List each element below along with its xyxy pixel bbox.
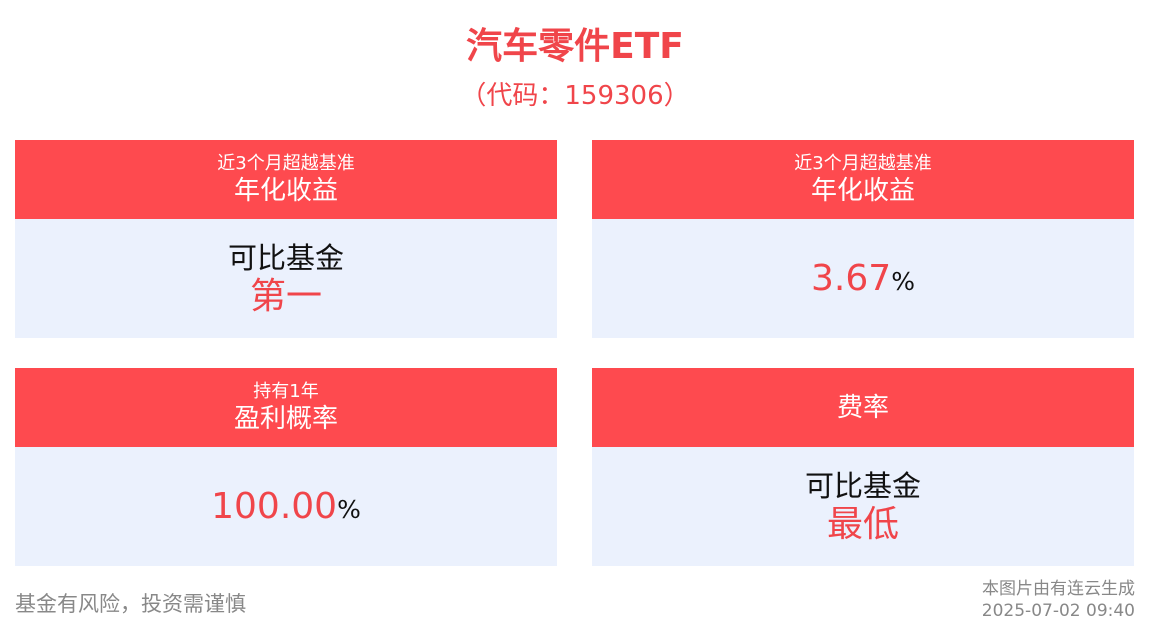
body-unit: %: [337, 494, 361, 524]
card: 近3个月超越基准 年化收益 可比基金 第一: [15, 140, 557, 338]
body-value: 100.00: [211, 485, 338, 527]
card: 持有1年 盈利概率 100.00%: [15, 368, 557, 566]
card-body: 100.00%: [15, 447, 557, 566]
card-body: 可比基金 最低: [592, 447, 1134, 566]
header-line: 近3个月超越基准: [217, 152, 355, 174]
header-line: 费率: [836, 392, 889, 423]
body-unit: %: [891, 266, 915, 296]
card-header: 近3个月超越基准 年化收益: [15, 140, 557, 219]
body-value: 3.67: [811, 257, 892, 299]
value-row: 3.67%: [811, 258, 915, 300]
card-header: 近3个月超越基准 年化收益: [592, 140, 1134, 219]
disclaimer: 基金有风险，投资需谨慎: [15, 592, 246, 616]
body-label: 可比基金: [227, 240, 344, 275]
value-row: 最低: [827, 504, 899, 546]
source: 本图片由有连云生成: [982, 579, 1135, 599]
body-label: 可比基金: [804, 468, 921, 503]
body-value: 最低: [826, 503, 899, 545]
body-value: 第一: [249, 275, 322, 317]
source-block: 本图片由有连云生成 2025-07-02 09:40: [982, 578, 1135, 622]
card-header: 持有1年 盈利概率: [15, 368, 557, 447]
timestamp: 2025-07-02 09:40: [981, 601, 1135, 621]
header-line: 持有1年: [253, 380, 319, 402]
card: 费率 可比基金 最低: [592, 368, 1134, 566]
header-line: 年化收益: [810, 175, 915, 206]
value-row: 第一: [250, 276, 322, 318]
header-line: 年化收益: [233, 175, 338, 206]
card-header: 费率: [592, 368, 1134, 447]
card: 近3个月超越基准 年化收益 3.67%: [592, 140, 1134, 338]
header-line: 盈利概率: [233, 403, 338, 434]
subtitle: （代码：159306）: [460, 81, 690, 111]
header-line: 近3个月超越基准: [794, 152, 932, 174]
value-row: 100.00%: [211, 486, 361, 528]
card-body: 可比基金 第一: [15, 219, 557, 338]
title: 汽车零件ETF: [466, 26, 684, 67]
card-body: 3.67%: [592, 219, 1134, 338]
